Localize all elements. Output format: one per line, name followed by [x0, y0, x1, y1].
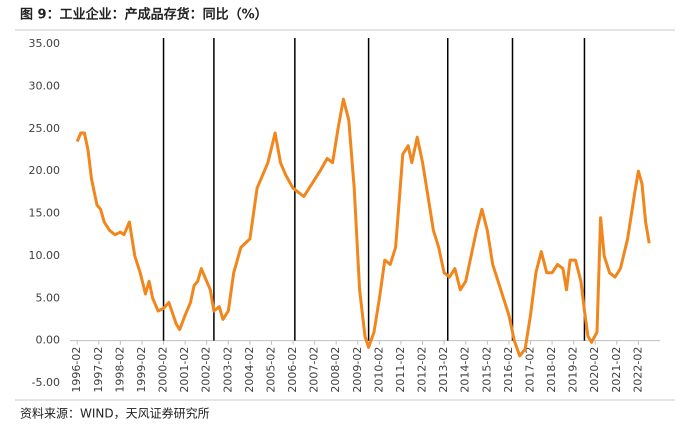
y-tick-label: 15.00 — [29, 207, 61, 220]
x-tick-label: 2010-02 — [372, 347, 385, 393]
x-tick-label: 2005-02 — [264, 347, 277, 393]
x-tick-label: 2001-02 — [178, 347, 191, 393]
x-tick-label: 2011-02 — [394, 347, 407, 393]
source: 资料来源：WIND，天风证券研究所 — [20, 406, 210, 421]
x-tick-label: 2016-02 — [502, 347, 515, 393]
x-tick-label: 1996-02 — [70, 347, 83, 393]
y-tick-label: 0.00 — [36, 334, 61, 347]
y-tick-label: 30.00 — [29, 79, 61, 92]
x-tick-label: 2022-02 — [631, 347, 644, 393]
x-tick-label: 2020-02 — [588, 347, 601, 393]
x-tick-label: 2003-02 — [221, 347, 234, 393]
x-tick-label: 2018-02 — [545, 347, 558, 393]
y-tick-label: -5.00 — [32, 376, 60, 389]
x-tick-label: 2008-02 — [329, 347, 342, 393]
x-tick-label: 2007-02 — [308, 347, 321, 393]
y-tick-label: 10.00 — [29, 249, 61, 262]
y-tick-label: 25.00 — [29, 122, 61, 135]
x-tick-label: 2021-02 — [610, 347, 623, 393]
line-series — [75, 97, 651, 358]
x-tick-label: 2000-02 — [157, 347, 170, 393]
y-tick-label: 5.00 — [36, 291, 61, 304]
x-tick-label: 2013-02 — [437, 347, 450, 393]
x-tick-label: 2009-02 — [351, 347, 364, 393]
x-tick-label: 2017-02 — [523, 347, 536, 393]
x-tick-label: 2015-02 — [480, 347, 493, 393]
y-tick-label: 20.00 — [29, 164, 61, 177]
x-tick-label: 1998-02 — [113, 347, 126, 393]
y-tick-label: 35.00 — [29, 37, 61, 50]
chart-title: 图 9：工业企业：产成品存货：同比（%） — [20, 7, 268, 23]
x-tick-label: 2019-02 — [567, 347, 580, 393]
x-tick-label: 2004-02 — [243, 347, 256, 393]
x-tick-label: 2002-02 — [200, 347, 213, 393]
x-tick-label: 2014-02 — [459, 347, 472, 393]
x-tick-label: 1999-02 — [135, 347, 148, 393]
x-tick-label: 1997-02 — [92, 347, 105, 393]
x-tick-label: 2006-02 — [286, 347, 299, 393]
x-tick-label: 2012-02 — [416, 347, 429, 393]
